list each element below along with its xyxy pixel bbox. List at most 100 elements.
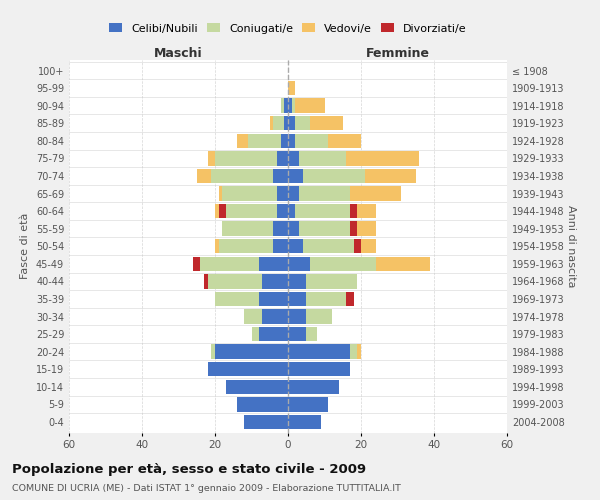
- Bar: [310, 116, 343, 130]
- Bar: [215, 344, 288, 359]
- Bar: [277, 204, 288, 218]
- Bar: [208, 362, 288, 376]
- Bar: [215, 151, 277, 166]
- Text: Femmine: Femmine: [365, 46, 430, 60]
- Bar: [288, 397, 328, 411]
- Bar: [288, 310, 306, 324]
- Bar: [354, 239, 361, 254]
- Bar: [288, 204, 295, 218]
- Bar: [259, 327, 288, 342]
- Bar: [197, 169, 211, 183]
- Bar: [218, 239, 274, 254]
- Bar: [288, 134, 295, 148]
- Bar: [350, 344, 358, 359]
- Bar: [350, 186, 401, 200]
- Bar: [274, 169, 288, 183]
- Bar: [222, 222, 274, 236]
- Bar: [295, 98, 325, 113]
- Bar: [346, 151, 419, 166]
- Bar: [248, 134, 281, 148]
- Bar: [237, 134, 248, 148]
- Bar: [200, 256, 259, 271]
- Y-axis label: Anni di nascita: Anni di nascita: [566, 205, 576, 288]
- Bar: [306, 274, 358, 288]
- Bar: [223, 186, 277, 200]
- Bar: [215, 292, 259, 306]
- Bar: [328, 134, 361, 148]
- Bar: [295, 204, 350, 218]
- Bar: [215, 204, 218, 218]
- Bar: [274, 116, 284, 130]
- Y-axis label: Fasce di età: Fasce di età: [20, 213, 30, 280]
- Bar: [288, 116, 295, 130]
- Bar: [274, 239, 288, 254]
- Bar: [346, 292, 354, 306]
- Bar: [284, 98, 288, 113]
- Bar: [288, 380, 339, 394]
- Bar: [215, 239, 218, 254]
- Bar: [358, 222, 376, 236]
- Bar: [306, 310, 332, 324]
- Bar: [350, 222, 358, 236]
- Bar: [237, 397, 288, 411]
- Bar: [277, 151, 288, 166]
- Bar: [288, 151, 299, 166]
- Bar: [288, 256, 310, 271]
- Bar: [302, 169, 365, 183]
- Bar: [211, 344, 215, 359]
- Bar: [274, 222, 288, 236]
- Bar: [193, 256, 200, 271]
- Bar: [288, 222, 299, 236]
- Bar: [270, 116, 274, 130]
- Bar: [259, 292, 288, 306]
- Bar: [299, 186, 350, 200]
- Bar: [259, 256, 288, 271]
- Bar: [306, 327, 317, 342]
- Bar: [277, 186, 288, 200]
- Text: Popolazione per età, sesso e stato civile - 2009: Popolazione per età, sesso e stato civil…: [12, 462, 366, 475]
- Bar: [295, 116, 310, 130]
- Bar: [204, 274, 208, 288]
- Bar: [288, 169, 302, 183]
- Bar: [284, 116, 288, 130]
- Bar: [299, 222, 350, 236]
- Bar: [310, 256, 376, 271]
- Bar: [208, 151, 215, 166]
- Bar: [281, 134, 288, 148]
- Bar: [288, 186, 299, 200]
- Bar: [244, 415, 288, 429]
- Bar: [288, 98, 292, 113]
- Bar: [361, 239, 376, 254]
- Bar: [226, 204, 277, 218]
- Bar: [288, 362, 350, 376]
- Bar: [306, 292, 346, 306]
- Bar: [288, 239, 302, 254]
- Bar: [299, 151, 346, 166]
- Bar: [288, 327, 306, 342]
- Bar: [302, 239, 354, 254]
- Bar: [218, 186, 223, 200]
- Bar: [365, 169, 416, 183]
- Bar: [358, 204, 376, 218]
- Bar: [376, 256, 430, 271]
- Text: COMUNE DI UCRIA (ME) - Dati ISTAT 1° gennaio 2009 - Elaborazione TUTTITALIA.IT: COMUNE DI UCRIA (ME) - Dati ISTAT 1° gen…: [12, 484, 401, 493]
- Bar: [358, 344, 361, 359]
- Bar: [262, 310, 288, 324]
- Bar: [211, 169, 274, 183]
- Bar: [350, 204, 358, 218]
- Text: Maschi: Maschi: [154, 46, 203, 60]
- Bar: [288, 344, 350, 359]
- Bar: [288, 292, 306, 306]
- Bar: [226, 380, 288, 394]
- Bar: [295, 134, 328, 148]
- Bar: [288, 415, 321, 429]
- Bar: [288, 274, 306, 288]
- Bar: [208, 274, 262, 288]
- Bar: [281, 98, 284, 113]
- Bar: [262, 274, 288, 288]
- Bar: [292, 98, 295, 113]
- Bar: [251, 327, 259, 342]
- Legend: Celibi/Nubili, Coniugati/e, Vedovi/e, Divorziati/e: Celibi/Nubili, Coniugati/e, Vedovi/e, Di…: [107, 21, 469, 35]
- Bar: [244, 310, 262, 324]
- Bar: [288, 81, 295, 96]
